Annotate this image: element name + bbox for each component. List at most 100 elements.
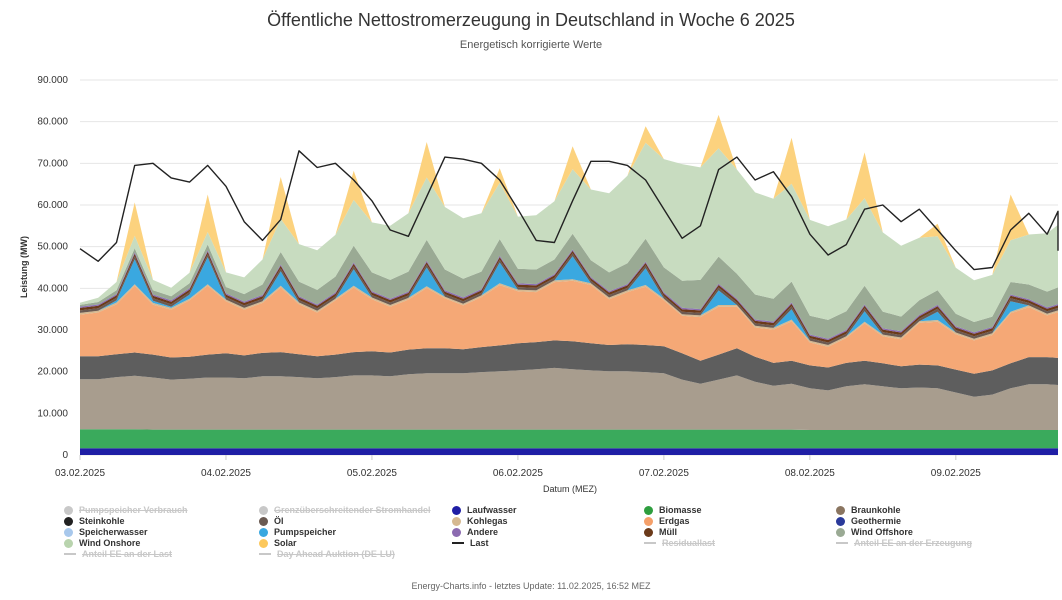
legend-label: Last: [470, 538, 489, 548]
legend-symbol: [452, 505, 461, 515]
legend-label: Wind Offshore: [851, 527, 913, 537]
legend-symbol: [259, 516, 268, 526]
legend-item-wind-onshore[interactable]: Wind Onshore: [64, 538, 140, 548]
legend-symbol: [64, 553, 76, 555]
legend-symbol: [644, 542, 656, 544]
legend-label: Wind Onshore: [79, 538, 141, 548]
legend-item-solar[interactable]: Solar: [259, 538, 297, 548]
area-erdgas[interactable]: [80, 280, 1058, 374]
legend-symbol: [452, 542, 464, 544]
legend-label: Kohlegas: [467, 516, 508, 526]
legend-label: Residuallast: [662, 538, 716, 548]
legend-symbol: [64, 516, 73, 526]
x-tick-label: 08.02.2025: [785, 468, 835, 479]
x-axis-label: Datum (MEZ): [543, 484, 597, 494]
legend-item-erdgas[interactable]: Erdgas: [644, 516, 690, 526]
legend-symbol: [259, 505, 268, 515]
legend-item-steinkohle[interactable]: Steinkohle: [64, 516, 125, 526]
legend-symbol: [836, 527, 845, 537]
series-last[interactable]: [79, 150, 1059, 271]
y-tick-label: 70.000: [37, 158, 68, 169]
area-braunkohle[interactable]: [80, 367, 1058, 430]
chart-title: Öffentliche Nettostromerzeugung in Deuts…: [267, 10, 795, 30]
legend-item-laufwasser[interactable]: Laufwasser: [452, 505, 517, 515]
x-axis-ticks: 03.02.2025 04.02.2025 05.02.2025 06.02.2025…: [55, 455, 981, 479]
x-tick-label: 07.02.2025: [639, 468, 689, 479]
legend-item-anteil-ee-an-der-last[interactable]: Anteil EE an der Last: [64, 549, 172, 559]
legend-label: Müll: [659, 527, 677, 537]
legend-symbol: [452, 516, 461, 526]
legend-symbol: [452, 527, 461, 537]
legend-label: Andere: [467, 527, 499, 537]
legend-item-pumpspeicher[interactable]: Pumpspeicher: [259, 527, 336, 537]
legend-label: Solar: [274, 538, 297, 548]
y-tick-label: 80.000: [37, 117, 68, 128]
y-tick-label: 0: [62, 450, 68, 461]
area-wind-onshore[interactable]: [80, 142, 1058, 322]
legend-item-day-ahead-auktion-de-lu-[interactable]: Day Ahead Auktion (DE-LU): [259, 549, 395, 559]
legend-label: Pumpspeicher Verbrauch: [79, 505, 188, 515]
legend-label: Anteil EE an der Last: [82, 549, 173, 559]
x-tick-label: 03.02.2025: [55, 468, 105, 479]
legend-label: Biomasse: [659, 505, 702, 515]
area-steinkohle[interactable]: [80, 340, 1058, 397]
legend-item-kohlegas[interactable]: Kohlegas: [452, 516, 508, 526]
legend-symbol: [836, 516, 845, 526]
y-axis-label: Leistung (MW): [19, 236, 29, 298]
legend-item-last[interactable]: Last: [452, 538, 489, 548]
legend-label: Day Ahead Auktion (DE-LU): [277, 549, 395, 559]
legend-item-grenzüberschreitender-stromhandel[interactable]: Grenzüberschreitender Stromhandel: [259, 505, 431, 515]
y-tick-label: 10.000: [37, 408, 68, 419]
legend-label: Anteil EE an der Erzeugung: [854, 538, 973, 548]
y-tick-label: 30.000: [37, 325, 68, 336]
x-tick-label: 09.02.2025: [931, 468, 981, 479]
chart-svg: 0 10.000 20.000 30.000 40.000 50.000 60.000 70.…: [19, 75, 1059, 494]
chart-subtitle: Energetisch korrigierte Werte: [459, 39, 603, 51]
footer-update-text: Energy-Charts.info - letztes Update: 11.…: [411, 581, 651, 591]
area-laufwasser[interactable]: [80, 448, 1058, 455]
legend-label: Speicherwasser: [79, 527, 148, 537]
legend-item-braunkohle[interactable]: Braunkohle: [836, 505, 901, 515]
legend-label: Grenzüberschreitender Stromhandel: [274, 505, 431, 515]
legend-item-pumpspeicher-verbrauch[interactable]: Pumpspeicher Verbrauch: [64, 505, 188, 515]
legend-symbol: [259, 553, 271, 555]
legend-item-geothermie[interactable]: Geothermie: [836, 516, 901, 526]
legend-symbol: [644, 505, 653, 515]
legend-item-anteil-ee-an-der-erzeugung[interactable]: Anteil EE an der Erzeugung: [836, 538, 972, 548]
x-tick-label: 05.02.2025: [347, 468, 397, 479]
legend-label: Laufwasser: [467, 505, 517, 515]
legend-item-wind-offshore[interactable]: Wind Offshore: [836, 527, 913, 537]
legend-item-öl[interactable]: Öl: [259, 516, 284, 526]
y-axis-ticks: 0 10.000 20.000 30.000 40.000 50.000 60.000 70.…: [37, 75, 68, 461]
legend-symbol: [644, 516, 653, 526]
legend-label: Erdgas: [659, 516, 690, 526]
legend-label: Öl: [274, 516, 284, 526]
legend-label: Braunkohle: [851, 505, 901, 515]
x-tick-label: 04.02.2025: [201, 468, 251, 479]
legend-item-speicherwasser[interactable]: Speicherwasser: [64, 527, 148, 537]
y-tick-label: 20.000: [37, 367, 68, 378]
legend-item-residuallast[interactable]: Residuallast: [644, 538, 715, 548]
y-tick-label: 40.000: [37, 283, 68, 294]
legend-label: Geothermie: [851, 516, 902, 526]
legend-symbol: [836, 505, 845, 515]
legend-label: Pumpspeicher: [274, 527, 337, 537]
legend-label: Steinkohle: [79, 516, 125, 526]
area-series: [80, 114, 1058, 455]
legend-symbol: [64, 505, 73, 515]
legend-item-biomasse[interactable]: Biomasse: [644, 505, 702, 515]
legend-item-müll[interactable]: Müll: [644, 527, 677, 537]
area-solar[interactable]: [80, 114, 1058, 303]
area-pumpspeicher[interactable]: [80, 256, 1058, 345]
y-tick-label: 60.000: [37, 200, 68, 211]
legend-symbol: [836, 542, 848, 544]
legend-symbol: [259, 527, 268, 537]
load-line: [79, 150, 1059, 271]
x-tick-label: 06.02.2025: [493, 468, 543, 479]
y-tick-label: 90.000: [37, 75, 68, 86]
legend-item-andere[interactable]: Andere: [452, 527, 498, 537]
legend-symbol: [64, 538, 73, 548]
legend-symbol: [644, 527, 653, 537]
legend-symbol: [259, 538, 268, 548]
area-biomasse[interactable]: [80, 429, 1058, 449]
